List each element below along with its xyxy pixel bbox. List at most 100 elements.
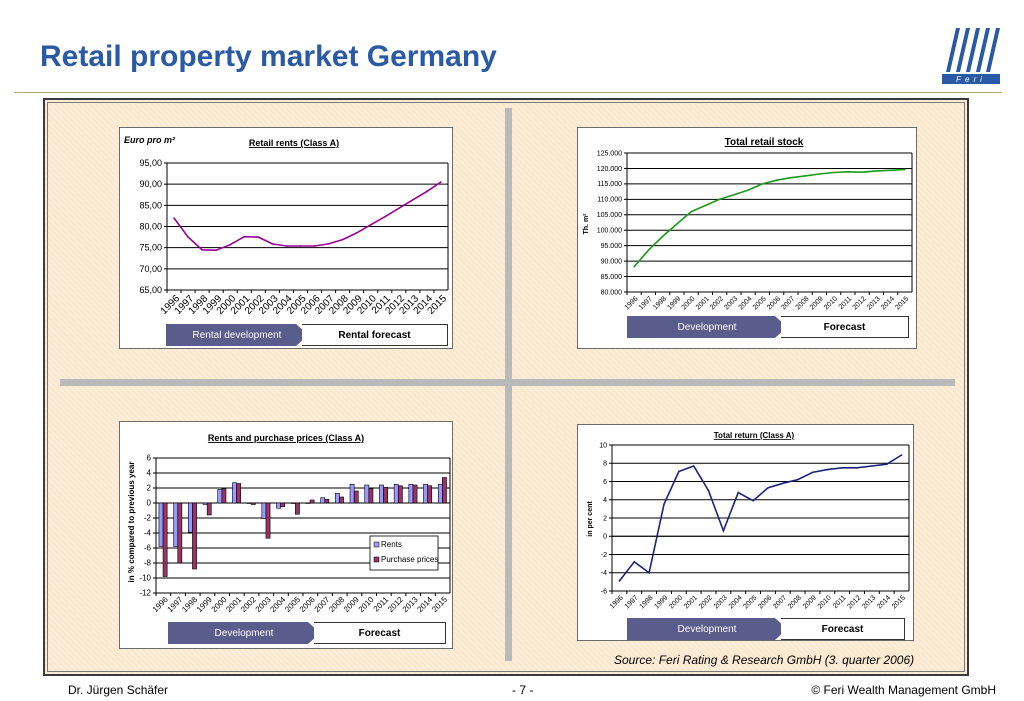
bar [368, 488, 374, 504]
data-point [633, 265, 635, 268]
legend-label: Purchase prices [381, 555, 438, 564]
data-point [707, 489, 710, 492]
x-tick-label: 2001 [224, 595, 243, 614]
y-tick-label: 2 [147, 484, 152, 493]
data-point [847, 171, 849, 173]
bar [335, 492, 340, 504]
data-point [440, 181, 442, 183]
data-point [648, 571, 650, 574]
x-tick-label: 2009 [342, 595, 361, 614]
y-tick-label: 90.000 [601, 258, 623, 265]
data-point [412, 199, 414, 201]
x-tick-label: 2014 [880, 295, 896, 311]
series-line [633, 168, 905, 268]
bar [236, 483, 241, 504]
bar [324, 498, 330, 504]
x-tick-label: 2006 [298, 595, 317, 614]
x-tick-label: 2003 [254, 595, 273, 614]
footer-copyright: © Feri Wealth Management GmbH [811, 683, 996, 697]
data-point [243, 235, 246, 238]
x-tick-label: 2010 [817, 594, 833, 610]
bar [383, 486, 388, 504]
x-tick-label: 2007 [772, 594, 788, 610]
x-tick-label: 2007 [780, 295, 796, 311]
bar [188, 502, 193, 533]
x-tick-label: 1999 [195, 595, 214, 614]
legend-forecast: Forecast [781, 316, 909, 338]
legend-bar-prices: Development Forecast [168, 622, 446, 644]
data-point [900, 454, 903, 456]
bar [250, 502, 256, 505]
bar [320, 497, 326, 504]
data-point [678, 470, 680, 473]
feri-logo: Feri [942, 28, 1000, 84]
page-title: Retail property market Germany [40, 40, 497, 73]
total-return-plot: Total return (Class A) in per cent -6 -4 -2 0… [587, 431, 910, 610]
legend-bar-stock: Development Forecast [627, 316, 909, 338]
bar [221, 488, 227, 504]
y-tick-label: 85,00 [139, 200, 162, 210]
y-tick-label: -8 [144, 559, 152, 568]
data-point [832, 171, 835, 174]
x-tick-label: 2008 [327, 595, 346, 614]
x-tick-label: 1999 [653, 594, 669, 610]
x-tick-label: 1998 [639, 594, 655, 610]
data-point [257, 236, 260, 238]
data-point [201, 248, 203, 251]
bar [379, 484, 384, 504]
x-tick-label: 2015 [894, 295, 910, 311]
bar [423, 483, 428, 504]
y-tick-label: 90,00 [139, 179, 162, 189]
x-tick-label: 1997 [624, 594, 640, 610]
y-axis-label: in per cent [587, 501, 594, 537]
footer-author: Dr. Jürgen Schäfer [68, 683, 169, 697]
data-point [229, 243, 232, 246]
bar [364, 484, 370, 504]
x-tick-label: 2009 [802, 594, 818, 610]
y-axis-label: Euro pro m² [124, 135, 176, 145]
y-tick-label: -4 [601, 570, 607, 577]
x-tick-label: 2012 [386, 595, 405, 614]
y-tick-label: 120.000 [597, 166, 622, 173]
legend-development: Development [627, 618, 787, 640]
legend-development: Development [168, 622, 320, 644]
data-point [826, 468, 829, 471]
legend-development: Rental development [166, 324, 308, 346]
y-tick-label: -12 [139, 589, 151, 598]
data-point [633, 561, 636, 563]
data-point [647, 249, 650, 252]
legend-forecast: Forecast [314, 622, 446, 644]
y-tick-label: 115.000 [597, 181, 622, 188]
bar [353, 490, 359, 504]
data-point [341, 238, 344, 241]
data-point [369, 224, 372, 226]
bar [339, 496, 344, 504]
data-point [775, 179, 778, 181]
bar [305, 502, 311, 504]
legend-bar-rents: Rental development Rental forecast [166, 324, 448, 346]
bar [408, 483, 414, 504]
chart-title: Rents and purchase prices (Class A) [208, 433, 364, 443]
x-tick-label: 2002 [239, 595, 258, 614]
y-tick-label: -2 [601, 552, 607, 559]
y-tick-label: -6 [601, 588, 607, 595]
bar [232, 482, 237, 504]
data-point [215, 249, 217, 252]
data-point [856, 467, 858, 469]
horizontal-divider [60, 379, 955, 386]
x-tick-label: 2001 [695, 295, 711, 311]
data-point [841, 467, 843, 469]
x-tick-label: 2010 [823, 295, 839, 311]
bar [246, 502, 252, 504]
data-point [871, 465, 873, 467]
x-tick-label: 1997 [166, 595, 185, 614]
x-tick-label: 1996 [151, 595, 170, 614]
bar [309, 499, 315, 504]
y-tick-label: 95.000 [601, 243, 623, 250]
x-tick-label: 2006 [757, 594, 773, 610]
data-point [781, 482, 784, 485]
x-tick-label: 1999 [666, 295, 682, 311]
y-tick-label: -6 [144, 544, 152, 553]
y-tick-label: -4 [144, 529, 152, 538]
y-tick-label: 4 [603, 497, 607, 504]
